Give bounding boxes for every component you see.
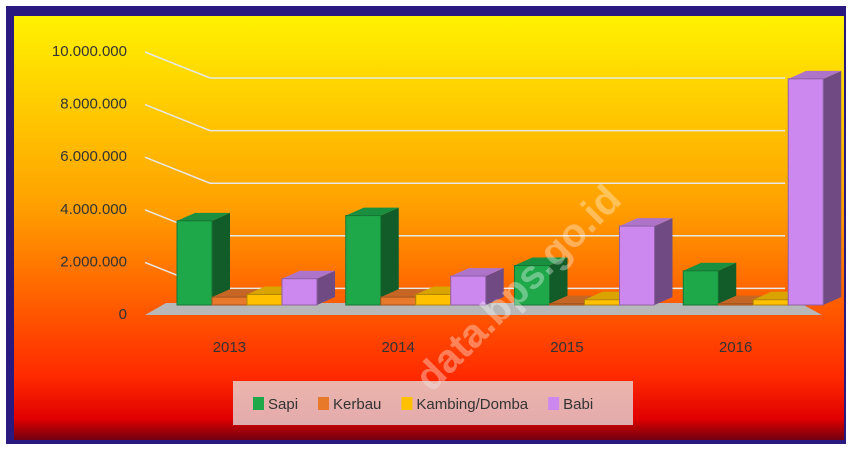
- bar: [345, 207, 399, 306]
- y-tick-label: 0: [119, 306, 127, 323]
- legend-label: Babi: [563, 396, 593, 413]
- x-tick-label: 2016: [719, 339, 752, 356]
- legend-swatch: [401, 397, 413, 410]
- bar: [787, 70, 842, 306]
- y-tick-label: 2.000.000: [60, 253, 127, 270]
- bar-top: [514, 257, 568, 266]
- y-tick-label: 10.000.000: [52, 43, 127, 60]
- bar-top: [177, 212, 230, 221]
- bar-front: [415, 293, 452, 306]
- bar-top: [788, 70, 842, 79]
- bar-front: [211, 296, 248, 306]
- bar-side: [823, 70, 842, 305]
- bar-front: [380, 296, 417, 306]
- legend-box: [233, 381, 633, 425]
- y-tick-label: 6.000.000: [60, 148, 127, 165]
- bar-top: [619, 218, 673, 227]
- legend-swatch: [253, 397, 264, 410]
- bar-front: [584, 299, 620, 306]
- legend-swatch: [318, 397, 330, 410]
- bar-side: [380, 207, 399, 305]
- x-tick-label: 2014: [381, 339, 414, 356]
- bar-front: [345, 215, 382, 306]
- bar-side: [317, 270, 335, 305]
- bar: [281, 270, 335, 306]
- bar-top: [380, 289, 434, 298]
- bar: [450, 268, 504, 306]
- bar-front: [752, 299, 789, 306]
- bar-front: [619, 225, 655, 306]
- grid-line: [144, 156, 785, 184]
- bar-front: [450, 275, 487, 306]
- bar: [619, 218, 673, 306]
- grid-line: [144, 51, 785, 79]
- x-tick-label: 2015: [550, 339, 583, 356]
- bar: [682, 262, 737, 306]
- y-tick-label: 8.000.000: [60, 96, 127, 113]
- y-tick-label: 4.000.000: [60, 201, 127, 218]
- grid-line: [144, 103, 785, 132]
- bar-front: [549, 303, 585, 306]
- bar-top: [345, 207, 399, 216]
- bar-front: [176, 220, 213, 306]
- bar-top: [683, 262, 737, 271]
- bar-top: [212, 289, 265, 298]
- bar-front: [281, 278, 318, 306]
- bar-side: [549, 257, 568, 305]
- legend-label: Kambing/Domba: [416, 396, 528, 413]
- bar-side: [485, 268, 504, 305]
- legend-swatch: [548, 397, 560, 410]
- bar-side: [212, 212, 230, 305]
- bar-front: [514, 265, 550, 306]
- floor: [145, 303, 822, 315]
- bar: [176, 212, 230, 306]
- legend-label: Kerbau: [333, 396, 381, 413]
- bar: [514, 257, 568, 306]
- bar-side: [654, 218, 673, 305]
- plot-bg: [14, 16, 844, 440]
- legend-label: Sapi: [268, 396, 298, 413]
- bar-top: [450, 268, 504, 277]
- bar-top: [282, 270, 335, 279]
- bar-front: [717, 303, 754, 306]
- bar-front: [787, 78, 824, 306]
- x-tick-label: 2013: [213, 339, 246, 356]
- bar-front: [682, 270, 719, 306]
- bar-front: [246, 293, 283, 306]
- bar-side: [718, 262, 737, 305]
